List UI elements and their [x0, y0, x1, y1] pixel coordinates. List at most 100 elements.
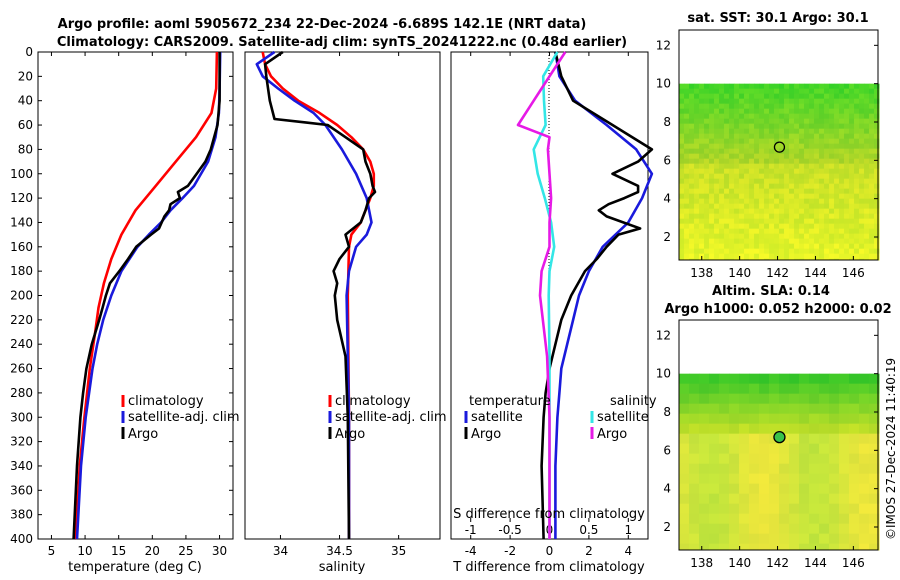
map-cell	[719, 108, 725, 115]
map-cell	[694, 153, 700, 160]
map-cell	[869, 138, 875, 145]
map-cell	[809, 188, 815, 195]
map-cell	[754, 118, 760, 125]
map-cell	[794, 88, 800, 95]
depth-tick-label: 240	[10, 337, 33, 351]
map-cell	[799, 413, 810, 425]
map-cell	[719, 473, 730, 485]
map-cell	[799, 183, 805, 190]
map-cell	[839, 243, 845, 250]
map-cell	[719, 373, 730, 385]
map-cell	[779, 188, 785, 195]
map-cell	[749, 243, 755, 250]
map-cell	[859, 113, 865, 120]
map-cell	[694, 123, 700, 130]
map-cell	[694, 253, 700, 260]
map-cell	[779, 473, 790, 485]
map-cell	[844, 223, 850, 230]
map-cell	[859, 158, 865, 165]
map-cell	[744, 168, 750, 175]
map-cell	[859, 108, 865, 115]
map-cell	[724, 208, 730, 215]
map-cell	[789, 503, 800, 515]
map-cell	[709, 248, 715, 255]
map-cell	[759, 383, 770, 395]
map-y-tick-label: 12	[656, 328, 671, 342]
map-cell	[719, 213, 725, 220]
map-cell	[839, 373, 850, 385]
map-cell	[819, 128, 825, 135]
map-cell	[794, 148, 800, 155]
map-cell	[724, 213, 730, 220]
map-cell	[809, 523, 820, 535]
map-cell	[789, 168, 795, 175]
map-cell	[744, 118, 750, 125]
map-cell	[729, 118, 735, 125]
map-cell	[749, 208, 755, 215]
map-cell	[789, 133, 795, 140]
map-cell	[779, 198, 785, 205]
map-cell	[869, 453, 880, 465]
map-cell	[849, 108, 855, 115]
map-cell	[764, 123, 770, 130]
map-cell	[789, 208, 795, 215]
map-cell	[794, 218, 800, 225]
map-cell	[829, 523, 840, 535]
map-cell	[729, 218, 735, 225]
map-cell	[679, 93, 685, 100]
map-cell	[804, 168, 810, 175]
map-cell	[799, 223, 805, 230]
map-cell	[809, 453, 820, 465]
map-cell	[764, 138, 770, 145]
map-cell	[789, 173, 795, 180]
map-cell	[709, 513, 720, 525]
map-cell	[844, 213, 850, 220]
map-cell	[849, 123, 855, 130]
map-cell	[829, 393, 840, 405]
map-cell	[799, 483, 810, 495]
map-cell	[789, 433, 800, 445]
map-cell	[869, 193, 875, 200]
map-cell	[724, 88, 730, 95]
map-cell	[789, 423, 800, 435]
map-cell	[739, 108, 745, 115]
map-cell	[749, 173, 755, 180]
map-cell	[744, 158, 750, 165]
map-cell	[869, 233, 875, 240]
map-cell	[729, 238, 735, 245]
map-cell	[854, 98, 860, 105]
map-cell	[694, 128, 700, 135]
map-cell	[749, 183, 755, 190]
map-cell	[874, 238, 880, 245]
map-cell	[834, 128, 840, 135]
map-cell	[779, 98, 785, 105]
map-cell	[779, 118, 785, 125]
map-cell	[834, 173, 840, 180]
legend-title-salinity: salinity	[610, 394, 657, 409]
map-cell	[844, 133, 850, 140]
map-cell	[799, 168, 805, 175]
map-cell	[704, 133, 710, 140]
map-cell	[724, 188, 730, 195]
map-cell	[814, 188, 820, 195]
map-cell	[864, 193, 870, 200]
map-cell	[869, 463, 880, 475]
map-cell	[874, 93, 880, 100]
map-cell	[704, 173, 710, 180]
map-cell	[869, 93, 875, 100]
map-cell	[834, 158, 840, 165]
map-cell	[679, 158, 685, 165]
map-cell	[734, 233, 740, 240]
map-cell	[869, 83, 875, 90]
map-cell	[864, 213, 870, 220]
map-cell	[689, 513, 700, 525]
map-cell	[779, 143, 785, 150]
map-cell	[799, 253, 805, 260]
map-cell	[844, 243, 850, 250]
map-cell	[744, 233, 750, 240]
map-cell	[869, 373, 880, 385]
map-cell	[824, 123, 830, 130]
map-cell	[719, 453, 730, 465]
map-cell	[764, 153, 770, 160]
figure-title-line1: Argo profile: aoml 5905672_234 22-Dec-20…	[58, 17, 587, 32]
